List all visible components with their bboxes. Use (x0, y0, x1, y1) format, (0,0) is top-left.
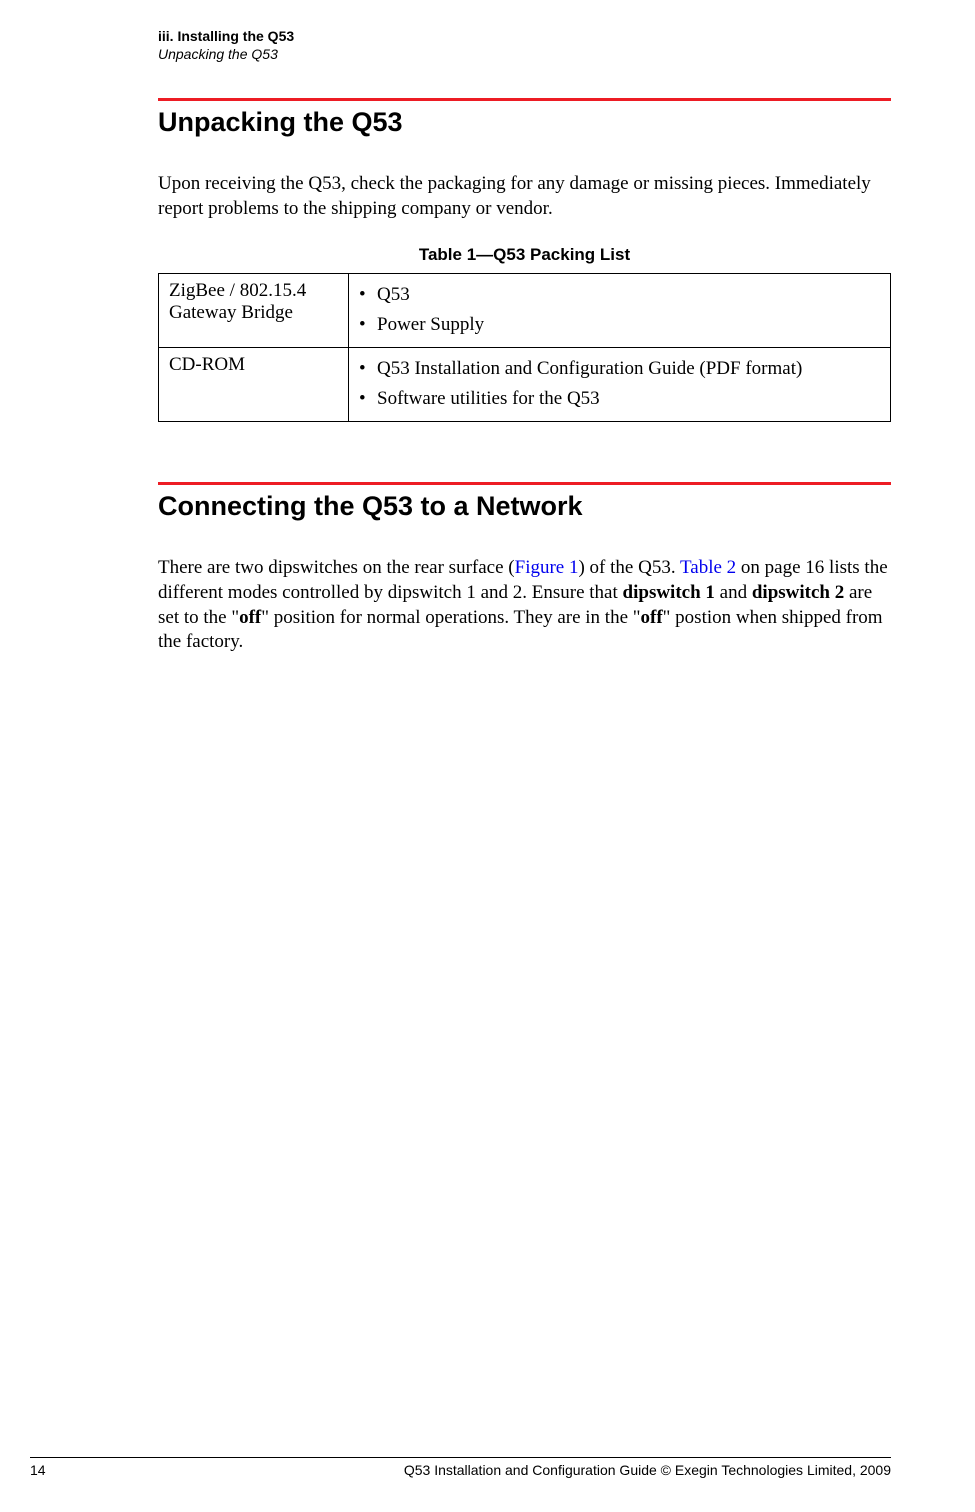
list-item: Software utilities for the Q53 (359, 384, 880, 413)
bold-text: off (239, 607, 261, 628)
text: " position for normal operations. They a… (261, 607, 640, 628)
bold-text: dipswitch 1 (623, 582, 715, 603)
footer-line: 14 Q53 Installation and Configuration Gu… (30, 1457, 891, 1478)
text: and (715, 582, 752, 603)
bold-text: off (641, 607, 663, 628)
table-cell-label: ZigBee / 802.15.4 Gateway Bridge (159, 274, 349, 348)
figure-link[interactable]: Figure 1 (515, 557, 579, 578)
item-list: Q53 Installation and Configuration Guide… (359, 354, 880, 413)
packing-table: ZigBee / 802.15.4 Gateway Bridge Q53 Pow… (158, 273, 891, 422)
footer-text: Q53 Installation and Configuration Guide… (404, 1462, 891, 1478)
section1-title: Unpacking the Q53 (158, 107, 891, 138)
section2-title: Connecting the Q53 to a Network (158, 491, 891, 522)
section1-para: Upon receiving the Q53, check the packag… (158, 172, 891, 221)
section-rule (158, 98, 891, 101)
header-left: iii. Installing the Q53 Unpacking the Q5… (158, 28, 294, 62)
item-list: Q53 Power Supply (359, 280, 880, 339)
list-item: Q53 Installation and Configuration Guide… (359, 354, 880, 383)
bold-text: dipswitch 2 (752, 582, 844, 603)
header-chapter: iii. Installing the Q53 (158, 28, 294, 44)
list-item: Q53 (359, 280, 880, 309)
page: iii. Installing the Q53 Unpacking the Q5… (0, 0, 975, 1512)
table-row: ZigBee / 802.15.4 Gateway Bridge Q53 Pow… (159, 274, 891, 348)
section2-para: There are two dipswitches on the rear su… (158, 556, 891, 655)
page-header: iii. Installing the Q53 Unpacking the Q5… (158, 28, 891, 62)
table-cell-items: Q53 Power Supply (349, 274, 891, 348)
page-footer: 14 Q53 Installation and Configuration Gu… (0, 1457, 975, 1478)
table-link[interactable]: Table 2 (680, 557, 736, 578)
content: Unpacking the Q53 Upon receiving the Q53… (158, 98, 891, 655)
table-cell-label: CD-ROM (159, 348, 349, 422)
table-cell-items: Q53 Installation and Configuration Guide… (349, 348, 891, 422)
list-item: Power Supply (359, 310, 880, 339)
header-section: Unpacking the Q53 (158, 46, 294, 62)
table-row: CD-ROM Q53 Installation and Configuratio… (159, 348, 891, 422)
text: ) of the Q53. (578, 557, 680, 578)
page-number: 14 (30, 1462, 46, 1478)
table1-caption: Table 1—Q53 Packing List (158, 245, 891, 265)
text: There are two dipswitches on the rear su… (158, 557, 515, 578)
section-rule (158, 482, 891, 485)
